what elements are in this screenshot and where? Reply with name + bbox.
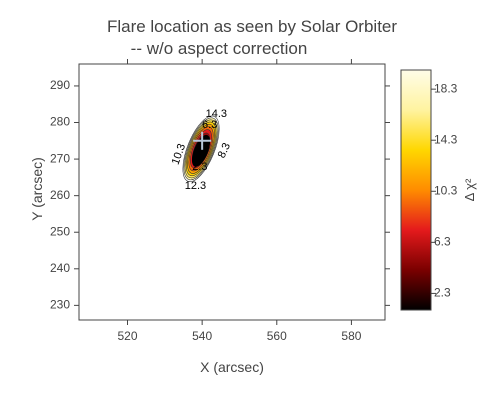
best-fit-marker <box>193 131 212 150</box>
colorbar-tick-label: 6.3 <box>434 235 451 249</box>
colorbar-tick-label: 18.3 <box>434 81 458 95</box>
colorbar-title: Δ χ² <box>462 178 477 201</box>
y-tick-label: 290 <box>50 78 70 92</box>
y-tick-label: 270 <box>50 151 70 165</box>
colorbar-tick-label: 2.3 <box>434 286 451 300</box>
x-tick-label: 560 <box>267 329 287 343</box>
y-tick-label: 230 <box>50 298 70 312</box>
contour-label-layer: 14.36.310.3 8.32.312.3 <box>170 108 234 192</box>
x-tick-label: 520 <box>117 329 137 343</box>
y-tick-label: 260 <box>50 188 70 202</box>
colorbar-tick-label: 14.3 <box>434 132 458 146</box>
y-axis: 230 240 250 260 270 280 290 <box>50 78 390 312</box>
plot-frame <box>78 63 386 321</box>
contour-label: 2.3 <box>192 161 207 173</box>
x-axis: 520 540 560 580 <box>117 59 362 343</box>
y-tick-label: 280 <box>50 115 70 129</box>
chart-subtitle: -- w/o aspect correction <box>131 39 308 58</box>
contour-label: 6.3 <box>202 119 217 131</box>
y-axis-title: Y (arcsec) <box>29 157 45 221</box>
contour-label: 14.3 <box>206 108 227 120</box>
contour-core <box>191 134 211 167</box>
x-tick-label: 540 <box>192 329 212 343</box>
contour-layer <box>182 115 220 182</box>
colorbar-tick-label: 10.3 <box>434 183 458 197</box>
contour-label: 12.3 <box>185 180 206 192</box>
colorbar-ticks: 2.3 6.3 10.3 14.3 18.3 <box>431 81 458 300</box>
contour-label: 8.3 <box>216 141 233 160</box>
colorbar <box>400 69 432 311</box>
x-axis-title: X (arcsec) <box>200 359 264 375</box>
chart-title: Flare location as seen by Solar Orbiter <box>107 17 397 36</box>
y-tick-label: 250 <box>50 224 70 238</box>
y-tick-label: 240 <box>50 261 70 275</box>
x-tick-label: 580 <box>341 329 361 343</box>
